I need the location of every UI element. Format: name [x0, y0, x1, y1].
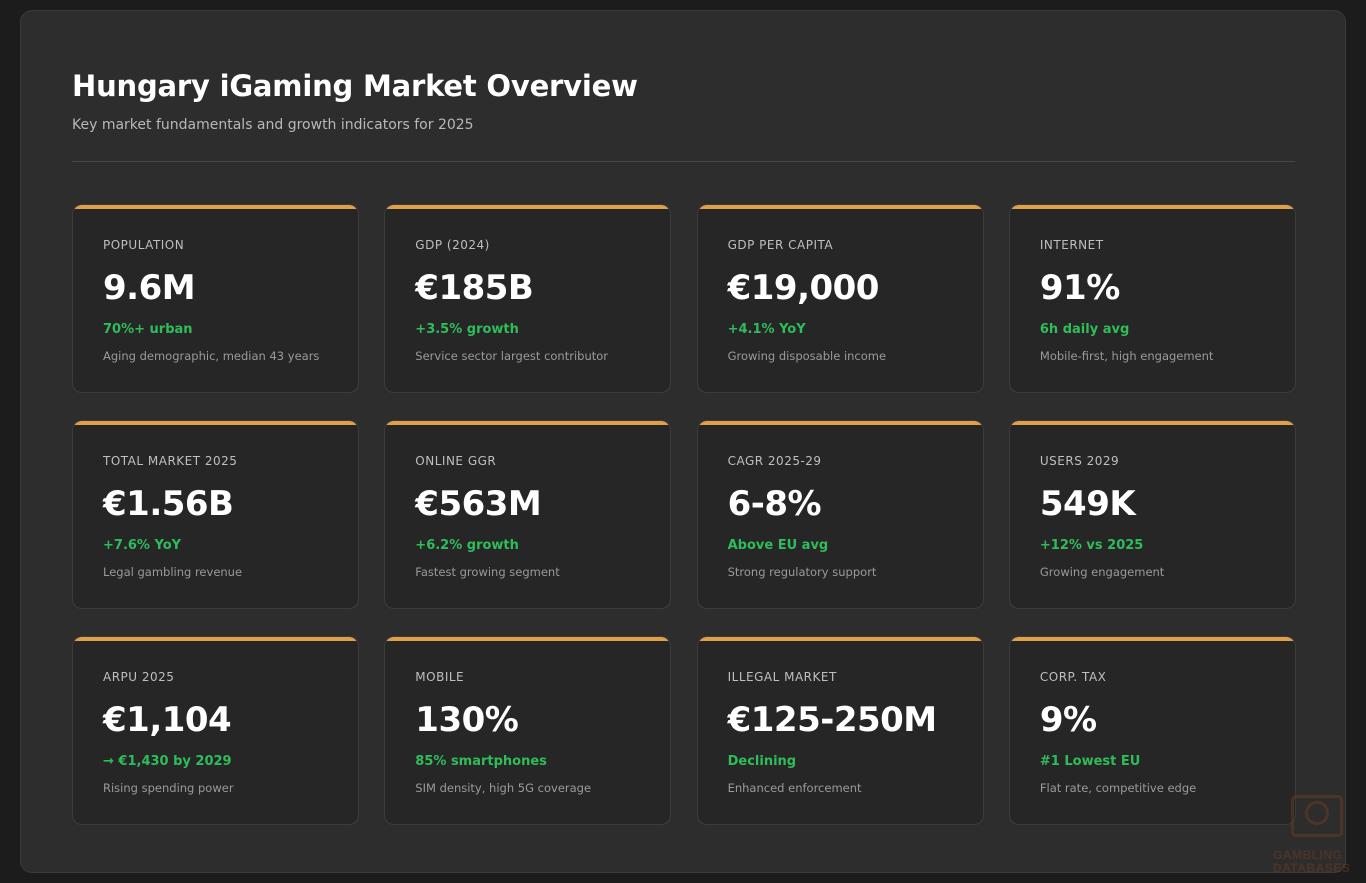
metric-label: ILLEGAL MARKET	[727, 670, 837, 684]
metric-label: GDP (2024)	[415, 238, 490, 252]
metric-note: SIM density, high 5G coverage	[415, 781, 592, 795]
metric-note: Flat rate, competitive edge	[1039, 781, 1197, 795]
metric-value: €1.56B	[103, 484, 234, 524]
metric-label: TOTAL MARKET 2025	[103, 454, 238, 468]
metric-card-population: POPULATION 9.6M 70%+ urban Aging demogra…	[72, 204, 359, 393]
metric-note: Legal gambling revenue	[103, 565, 243, 579]
metric-note: Fastest growing segment	[415, 565, 560, 579]
metric-value: 91%	[1039, 268, 1120, 308]
metric-note: Growing disposable income	[727, 349, 887, 363]
metric-value: 549K	[1039, 484, 1136, 524]
watermark-logo: GAMBLING DATABASES	[1271, 789, 1366, 883]
metric-change: Declining	[727, 754, 797, 769]
metric-change: +7.6% YoY	[103, 538, 182, 553]
metric-card-gdp: GDP (2024) €185B +3.5% growth Service se…	[384, 204, 672, 393]
watermark-text: GAMBLING DATABASES	[1273, 849, 1366, 875]
metric-value: 9%	[1039, 700, 1097, 740]
metric-label: CORP. TAX	[1039, 670, 1107, 684]
metric-change: 6h daily avg	[1039, 322, 1130, 337]
metric-change: #1 Lowest EU	[1039, 754, 1141, 769]
monitor-icon	[1291, 795, 1343, 837]
metric-card-cagr: CAGR 2025-29 6-8% Above EU avg Strong re…	[696, 420, 984, 609]
metric-value: €563M	[415, 484, 542, 524]
metric-change: +3.5% growth	[415, 322, 519, 337]
watermark-line1: GAMBLING	[1273, 848, 1343, 862]
metric-change: +12% vs 2025	[1039, 538, 1144, 553]
metric-note: Strong regulatory support	[727, 565, 877, 579]
page-subtitle: Key market fundamentals and growth indic…	[72, 117, 474, 133]
metrics-grid: POPULATION 9.6M 70%+ urban Aging demogra…	[72, 204, 1296, 825]
header-divider	[72, 161, 1295, 162]
metric-value: 130%	[415, 700, 519, 740]
metric-note: Mobile-first, high engagement	[1039, 349, 1214, 363]
poker-chip-icon	[1305, 801, 1329, 825]
metric-value: 9.6M	[103, 268, 196, 308]
metric-card-arpu: ARPU 2025 €1,104 → €1,430 by 2029 Rising…	[72, 636, 359, 825]
metric-change: 70%+ urban	[103, 322, 193, 337]
metric-note: Service sector largest contributor	[415, 349, 609, 363]
metric-card-illegal-market: ILLEGAL MARKET €125-250M Declining Enhan…	[696, 636, 984, 825]
metric-label: ONLINE GGR	[415, 454, 497, 468]
metric-change: 85% smartphones	[415, 754, 547, 769]
metric-label: INTERNET	[1039, 238, 1104, 252]
metric-label: GDP PER CAPITA	[727, 238, 834, 252]
metric-card-online-ggr: ONLINE GGR €563M +6.2% growth Fastest gr…	[384, 420, 672, 609]
metric-value: €1,104	[103, 700, 232, 740]
metric-card-internet: INTERNET 91% 6h daily avg Mobile-first, …	[1008, 204, 1296, 393]
metric-card-mobile: MOBILE 130% 85% smartphones SIM density,…	[384, 636, 672, 825]
metric-change: Above EU avg	[727, 538, 829, 553]
watermark-line2: DATABASES	[1273, 861, 1351, 875]
metric-label: ARPU 2025	[103, 670, 175, 684]
page-title: Hungary iGaming Market Overview	[72, 69, 638, 103]
metric-label: USERS 2029	[1039, 454, 1120, 468]
metric-card-gdp-per-capita: GDP PER CAPITA €19,000 +4.1% YoY Growing…	[696, 204, 984, 393]
metric-note: Enhanced enforcement	[727, 781, 862, 795]
metric-change: → €1,430 by 2029	[103, 754, 232, 769]
metric-value: 6-8%	[727, 484, 822, 524]
metric-value: €125-250M	[727, 700, 938, 740]
metric-value: €185B	[415, 268, 534, 308]
metric-note: Growing engagement	[1039, 565, 1165, 579]
market-overview-panel: Hungary iGaming Market Overview Key mark…	[20, 10, 1346, 873]
metric-value: €19,000	[727, 268, 880, 308]
metric-label: MOBILE	[415, 670, 465, 684]
metric-label: CAGR 2025-29	[727, 454, 822, 468]
metric-card-total-market: TOTAL MARKET 2025 €1.56B +7.6% YoY Legal…	[72, 420, 359, 609]
metric-change: +6.2% growth	[415, 538, 519, 553]
metric-card-corp-tax: CORP. TAX 9% #1 Lowest EU Flat rate, com…	[1008, 636, 1296, 825]
metric-note: Rising spending power	[103, 781, 234, 795]
metric-label: POPULATION	[103, 238, 185, 252]
metric-change: +4.1% YoY	[727, 322, 806, 337]
metric-note: Aging demographic, median 43 years	[103, 349, 320, 363]
metric-card-users: USERS 2029 549K +12% vs 2025 Growing eng…	[1008, 420, 1296, 609]
